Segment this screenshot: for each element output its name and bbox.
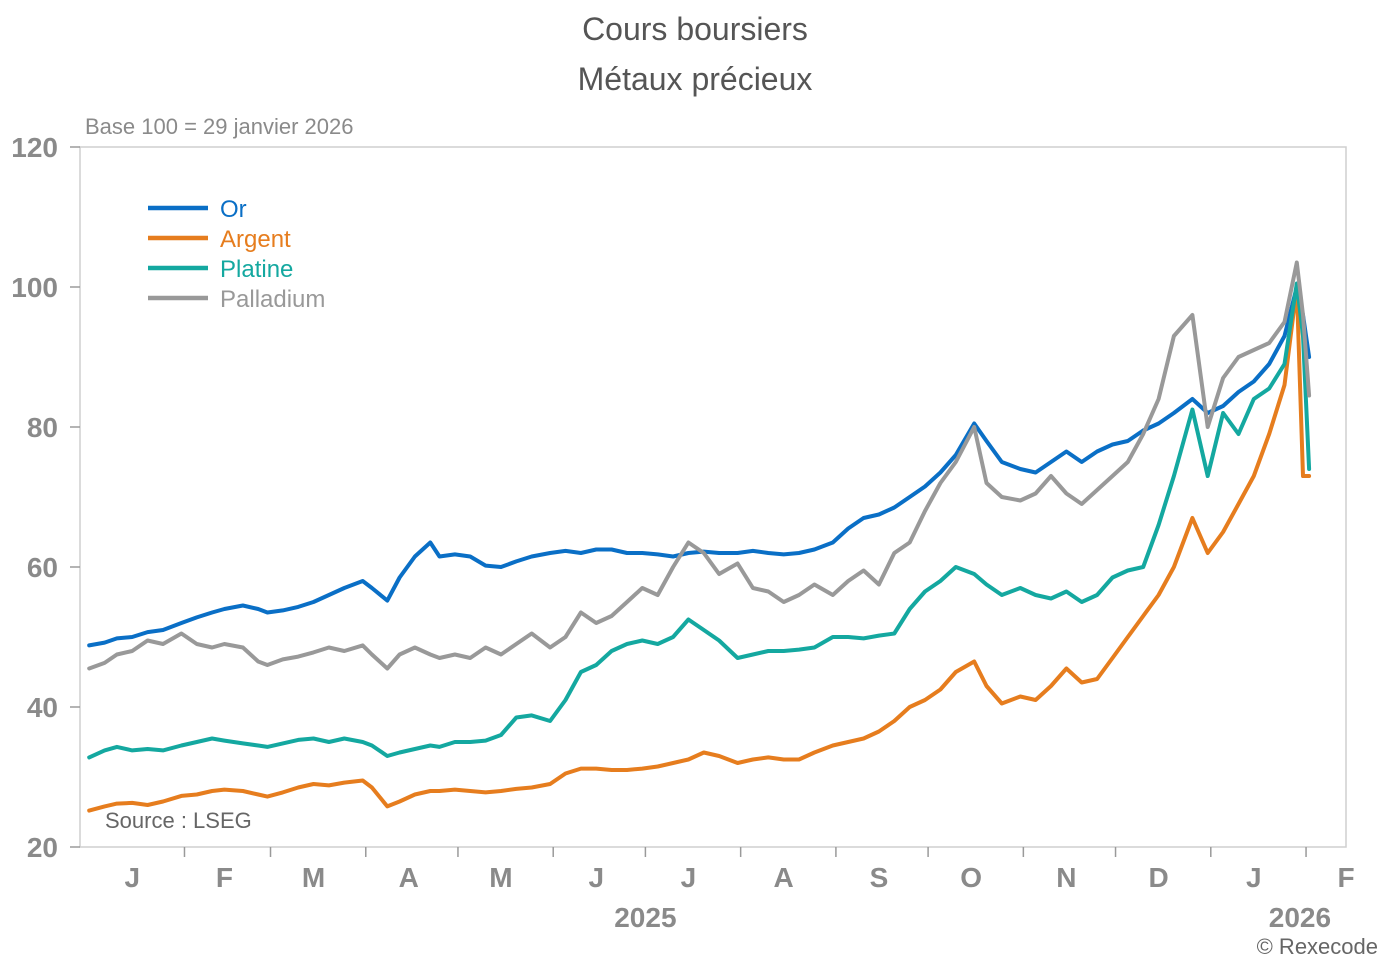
series-line-argent: [87, 285, 1312, 813]
chart-subtitle: Métaux précieux: [578, 61, 813, 97]
legend-label-palladium: Palladium: [220, 286, 325, 313]
x-month-label: F: [1337, 862, 1354, 893]
y-tick-label: 20: [27, 832, 58, 863]
x-month-label: M: [489, 862, 512, 893]
series-group: [87, 260, 1312, 813]
series-line-platine: [87, 281, 1312, 760]
x-year-label: 2025: [614, 902, 676, 933]
series-line-or: [87, 285, 1312, 648]
x-month-label: S: [870, 862, 889, 893]
x-month-label: M: [302, 862, 325, 893]
source-note: Source : LSEG: [105, 808, 252, 833]
x-year-label: 2026: [1269, 902, 1331, 933]
y-axis: 20 40 60 80 100 120: [11, 132, 80, 863]
x-month-label: J: [588, 862, 604, 893]
x-month-label: D: [1148, 862, 1168, 893]
x-month-label: A: [774, 862, 794, 893]
x-month-label: O: [960, 862, 982, 893]
x-month-label: J: [681, 862, 697, 893]
series-line-palladium: [87, 260, 1312, 671]
legend-label-argent: Argent: [220, 226, 291, 253]
x-month-label: F: [216, 862, 233, 893]
chart-title: Cours boursiers: [582, 11, 808, 47]
x-month-label: J: [1246, 862, 1262, 893]
y-tick-label: 40: [27, 692, 58, 723]
x-month-label: N: [1056, 862, 1076, 893]
y-tick-label: 120: [11, 132, 58, 163]
legend: Or Argent Platine Palladium: [148, 196, 325, 313]
y-tick-label: 60: [27, 552, 58, 583]
y-tick-label: 80: [27, 412, 58, 443]
x-month-label: J: [124, 862, 140, 893]
base-note: Base 100 = 29 janvier 2026: [85, 114, 353, 139]
legend-label-platine: Platine: [220, 256, 293, 283]
copyright: © Rexecode: [1257, 934, 1378, 959]
x-axis: J F M A M J J A S O N D J F 2025 2026: [124, 847, 1355, 933]
plot-area: [79, 146, 1347, 848]
x-month-label: A: [399, 862, 419, 893]
legend-label-or: Or: [220, 196, 247, 223]
y-tick-label: 100: [11, 272, 58, 303]
